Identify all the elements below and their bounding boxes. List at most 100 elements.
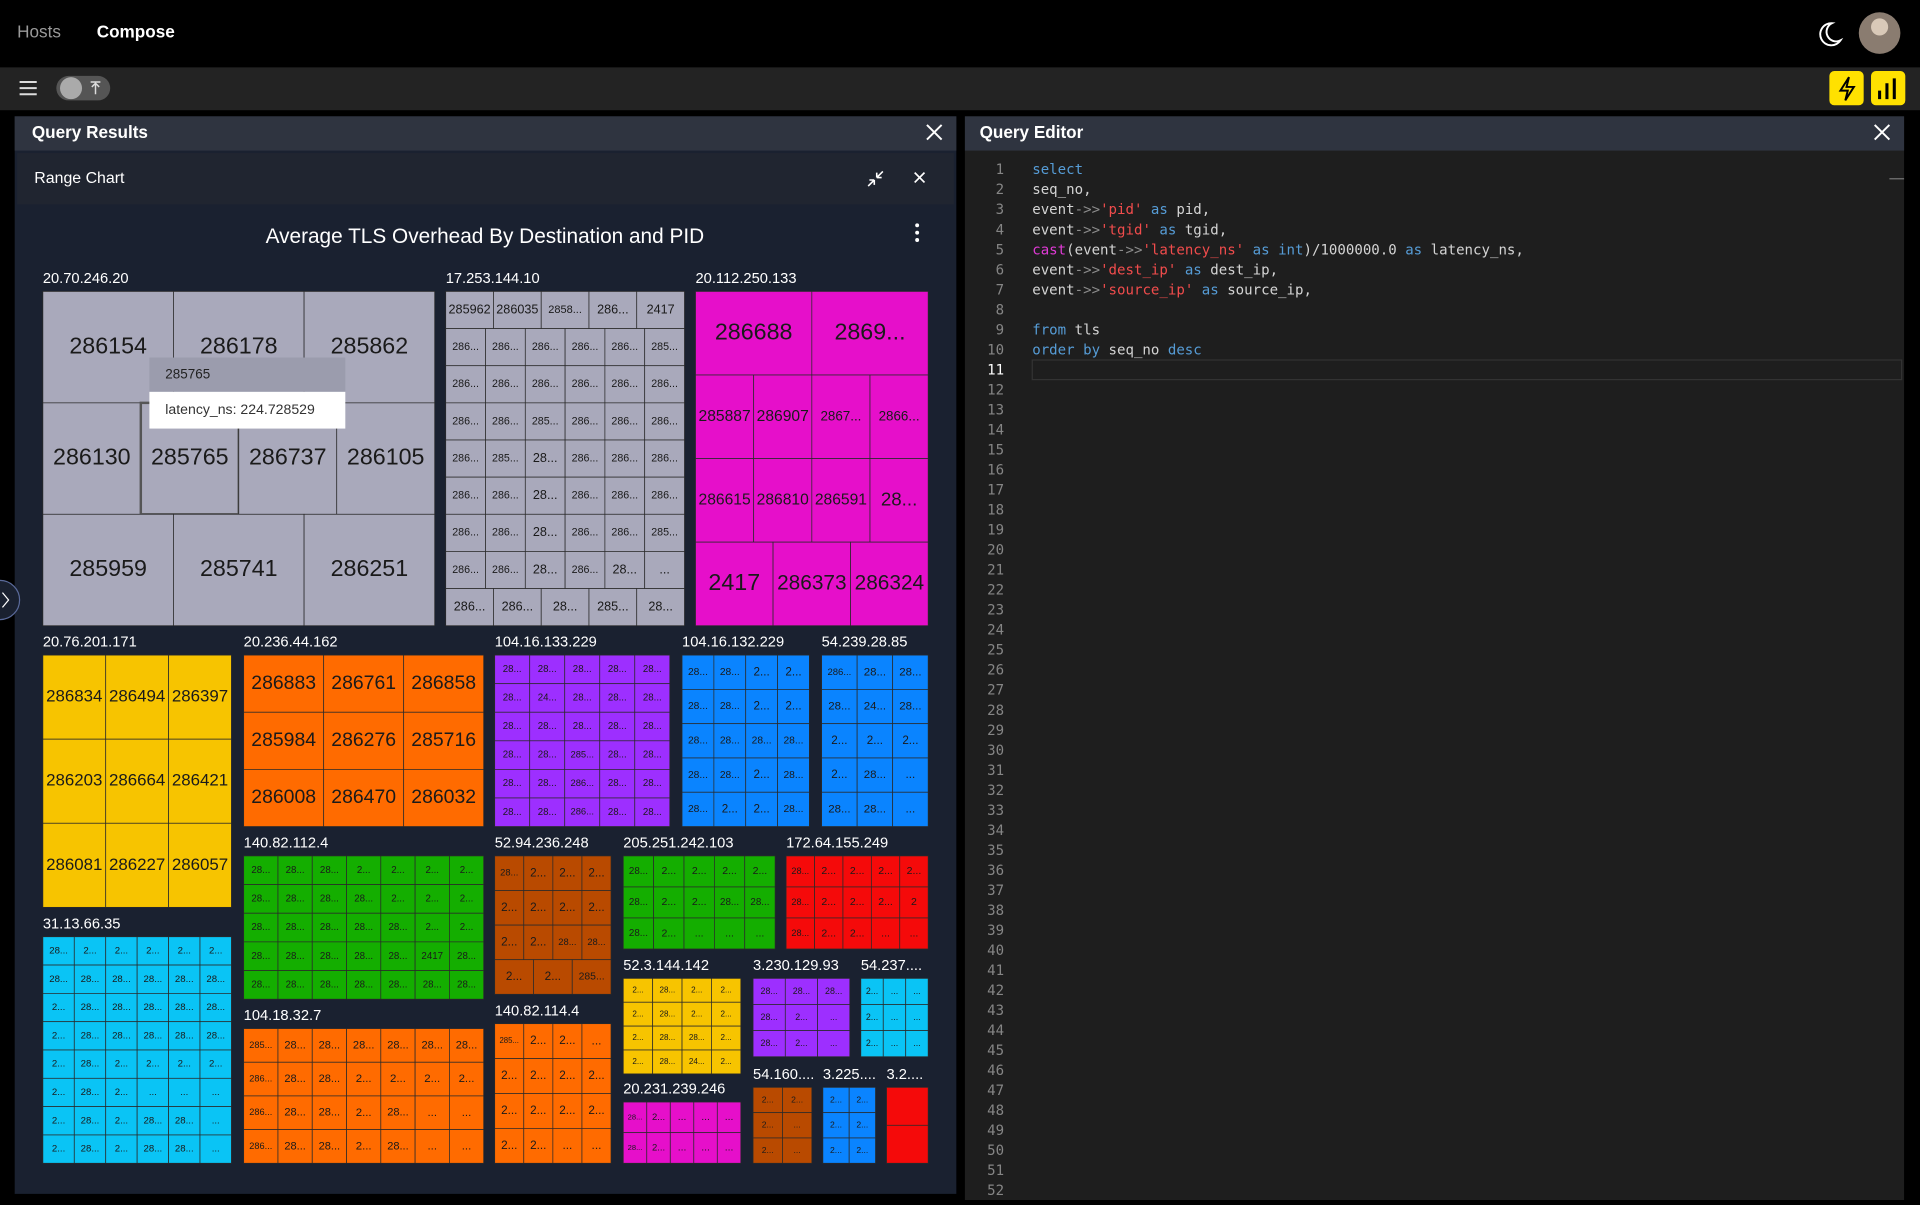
- treemap-cell[interactable]: [73, 936, 107, 966]
- treemap-cell[interactable]: [243, 970, 279, 1000]
- treemap-cell[interactable]: [581, 855, 612, 891]
- treemap-cell[interactable]: [870, 886, 901, 919]
- treemap-cell[interactable]: [772, 541, 851, 627]
- treemap-cell[interactable]: [782, 1086, 813, 1114]
- treemap-cell[interactable]: [745, 723, 778, 759]
- treemap-cell[interactable]: [136, 1021, 169, 1051]
- treemap-cell[interactable]: [886, 1124, 929, 1164]
- treemap-cell[interactable]: [634, 654, 671, 685]
- treemap-cell[interactable]: [494, 959, 534, 995]
- treemap-cell[interactable]: [311, 941, 347, 971]
- treemap-cell[interactable]: [581, 1093, 612, 1129]
- treemap-cell[interactable]: [604, 402, 646, 441]
- treemap-cell[interactable]: [695, 291, 813, 376]
- treemap-cell[interactable]: [42, 402, 142, 515]
- treemap-cell[interactable]: [485, 513, 526, 552]
- treemap-cell[interactable]: [604, 551, 646, 589]
- treemap-cell[interactable]: [622, 855, 654, 888]
- treemap-cell[interactable]: [485, 551, 526, 589]
- treemap-cell[interactable]: [821, 791, 858, 827]
- treemap-cell[interactable]: [856, 654, 894, 690]
- treemap-cell[interactable]: [581, 1058, 612, 1094]
- treemap-cell[interactable]: [380, 855, 416, 885]
- treemap-cell[interactable]: [634, 797, 671, 827]
- treemap-cell[interactable]: [822, 1112, 850, 1139]
- treemap-cell[interactable]: [581, 924, 612, 961]
- treemap-cell[interactable]: [199, 993, 232, 1023]
- treemap-cell[interactable]: [136, 1049, 169, 1079]
- treemap-cell[interactable]: [581, 1128, 612, 1164]
- treemap-cell[interactable]: [892, 791, 929, 827]
- treemap-cell[interactable]: [599, 769, 636, 799]
- treemap-cell[interactable]: [777, 723, 810, 759]
- treemap-cell[interactable]: [243, 711, 325, 770]
- run-button[interactable]: [1829, 71, 1864, 106]
- treemap-cell[interactable]: [814, 917, 844, 950]
- treemap-cell[interactable]: [243, 654, 325, 713]
- treemap-cell[interactable]: [449, 1129, 485, 1164]
- treemap-cell[interactable]: [494, 855, 525, 891]
- treemap-cell[interactable]: [485, 476, 526, 515]
- treemap-cell[interactable]: [752, 1030, 786, 1058]
- treemap-cell[interactable]: [892, 723, 929, 759]
- theme-toggle[interactable]: [1819, 22, 1844, 47]
- treemap-cell[interactable]: [494, 890, 525, 926]
- treemap-cell[interactable]: [380, 941, 416, 971]
- treemap-cell[interactable]: [323, 654, 405, 713]
- treemap-cell[interactable]: [42, 993, 75, 1023]
- treemap-cell[interactable]: [695, 458, 755, 543]
- treemap-cell[interactable]: [42, 1021, 75, 1051]
- treemap-cell[interactable]: [777, 654, 810, 690]
- treemap-cell[interactable]: [782, 1137, 813, 1164]
- treemap-cell[interactable]: [604, 513, 646, 552]
- treemap-cell[interactable]: [540, 588, 590, 627]
- treemap-cell[interactable]: [105, 1134, 138, 1164]
- treemap-cell[interactable]: [105, 738, 169, 824]
- treemap-cell[interactable]: [713, 791, 747, 827]
- treemap-cell[interactable]: [494, 740, 531, 770]
- side-handle[interactable]: [0, 579, 21, 621]
- treemap-cell[interactable]: [777, 757, 810, 793]
- treemap-cell[interactable]: [599, 683, 636, 713]
- treemap-cell[interactable]: [346, 1061, 382, 1097]
- treemap-cell[interactable]: [848, 1086, 876, 1114]
- treemap-cell[interactable]: [817, 978, 851, 1005]
- treemap-cell[interactable]: [494, 683, 531, 713]
- treemap-cell[interactable]: [644, 513, 685, 552]
- treemap-cell[interactable]: [822, 1137, 850, 1164]
- treemap-cell[interactable]: [716, 1132, 742, 1164]
- treemap-cell[interactable]: [899, 855, 929, 888]
- treemap-cell[interactable]: [856, 689, 894, 725]
- treemap-cell[interactable]: [523, 1058, 554, 1094]
- treemap-cell[interactable]: [311, 970, 347, 1000]
- treemap-cell[interactable]: [311, 855, 347, 885]
- treemap-cell[interactable]: [681, 689, 715, 725]
- treemap-cell[interactable]: [42, 1049, 75, 1079]
- treemap-cell[interactable]: [753, 374, 813, 459]
- treemap-cell[interactable]: [524, 402, 566, 441]
- treemap-cell[interactable]: [380, 1061, 416, 1097]
- treemap-cell[interactable]: [493, 588, 542, 627]
- treemap-cell[interactable]: [713, 757, 747, 793]
- treemap-cell[interactable]: [714, 917, 746, 950]
- treemap-cell[interactable]: [277, 912, 313, 943]
- close-editor[interactable]: [1874, 124, 1891, 141]
- treemap-cell[interactable]: [168, 1021, 201, 1051]
- treemap-cell[interactable]: [73, 1049, 107, 1079]
- treemap-cell[interactable]: [681, 723, 715, 759]
- treemap-cell[interactable]: [905, 1030, 929, 1058]
- treemap-cell[interactable]: [199, 1134, 232, 1164]
- treemap-cell[interactable]: [745, 689, 778, 725]
- treemap-cell[interactable]: [449, 1061, 485, 1097]
- collapse-button[interactable]: [867, 170, 884, 187]
- treemap-cell[interactable]: [817, 1030, 851, 1058]
- treemap-cell[interactable]: [695, 374, 755, 459]
- treemap-cell[interactable]: [848, 1112, 876, 1139]
- treemap-cell[interactable]: [403, 769, 485, 827]
- treemap-cell[interactable]: [136, 936, 169, 966]
- treemap-cell[interactable]: [777, 689, 810, 725]
- treemap-cell[interactable]: [599, 654, 636, 685]
- treemap-cell[interactable]: [277, 1061, 313, 1097]
- treemap-cell[interactable]: [414, 884, 450, 914]
- treemap-cell[interactable]: [784, 1030, 818, 1058]
